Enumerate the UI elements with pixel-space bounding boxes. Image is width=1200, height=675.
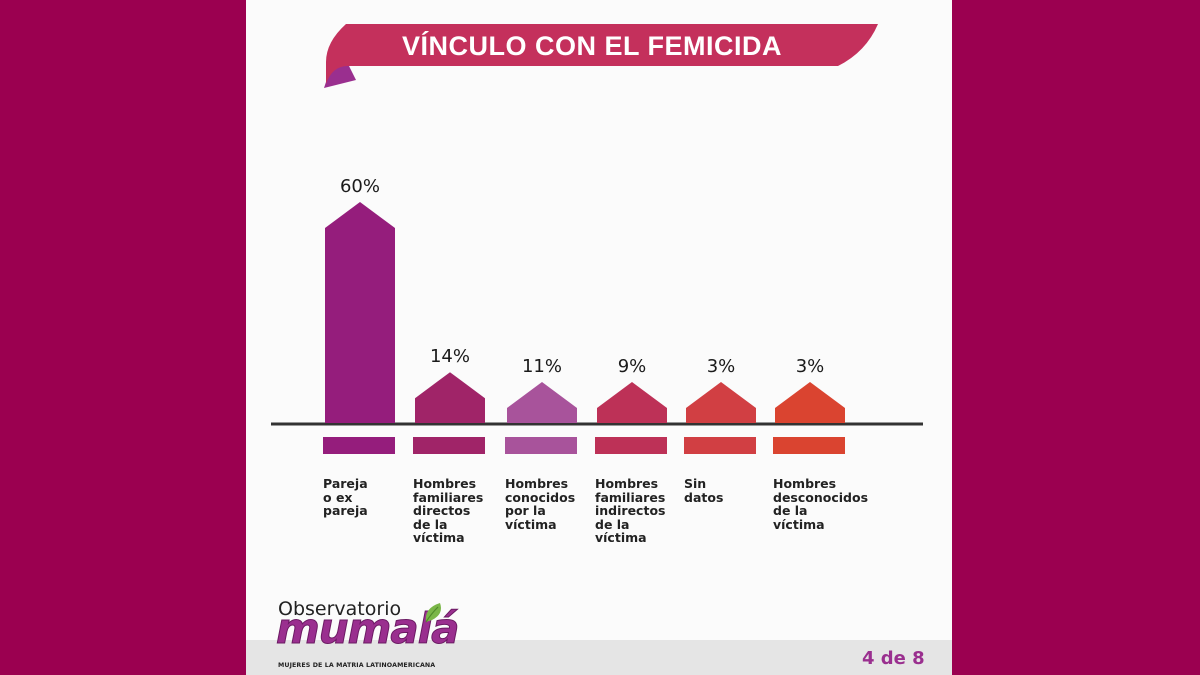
title-banner xyxy=(324,24,878,88)
footer-band xyxy=(246,640,952,675)
bar-value-label-5: 3% xyxy=(707,356,736,377)
bar-value-label-1: 60% xyxy=(340,176,380,197)
category-label-6: Hombres desconocidos de la víctima xyxy=(773,476,869,532)
bar-base-strip-2 xyxy=(413,437,485,454)
bar-value-label-3: 11% xyxy=(522,356,562,377)
bar-base-strip-3 xyxy=(505,437,577,454)
page-indicator: 4 de 8 xyxy=(862,648,925,669)
bar-5 xyxy=(686,382,756,423)
bar-base-strip-5 xyxy=(684,437,756,454)
category-label-3: Hombres conocidos por la víctima xyxy=(505,476,576,532)
category-label-4: Hombres familiares indirectos de la víctima xyxy=(595,476,666,545)
bar-chart: 60% 14% 11% 9% 3% 3% xyxy=(271,176,923,454)
bar-base-strip-1 xyxy=(323,437,395,454)
logo-observatorio: Observatorio xyxy=(278,598,402,620)
bar-value-label-2: 14% xyxy=(430,346,470,367)
bar-2 xyxy=(415,372,485,423)
logo-tagline: MUJERES DE LA MATRIA LATINOAMERICANA xyxy=(278,662,436,669)
title-banner-ribbon xyxy=(326,24,878,84)
category-label-2: Hombres familiares directos de la víctima xyxy=(413,476,484,545)
bar-4 xyxy=(597,382,667,423)
bar-base-strip-6 xyxy=(773,437,845,454)
category-label-5: Sin datos xyxy=(684,476,724,505)
bar-value-label-6: 3% xyxy=(796,356,825,377)
bar-6 xyxy=(775,382,845,423)
category-label-1: Pareja o ex pareja xyxy=(323,476,368,518)
infographic-card: VÍNCULO CON EL FEMICIDA 60% 14% 11% 9% 3% 3% … xyxy=(246,0,952,675)
bar-value-label-4: 9% xyxy=(618,356,647,377)
bar-base-strip-4 xyxy=(595,437,667,454)
bar-1 xyxy=(325,202,395,423)
bar-3 xyxy=(507,382,577,423)
leaf-icon xyxy=(425,603,441,623)
chart-title: VÍNCULO CON EL FEMICIDA xyxy=(401,31,782,61)
